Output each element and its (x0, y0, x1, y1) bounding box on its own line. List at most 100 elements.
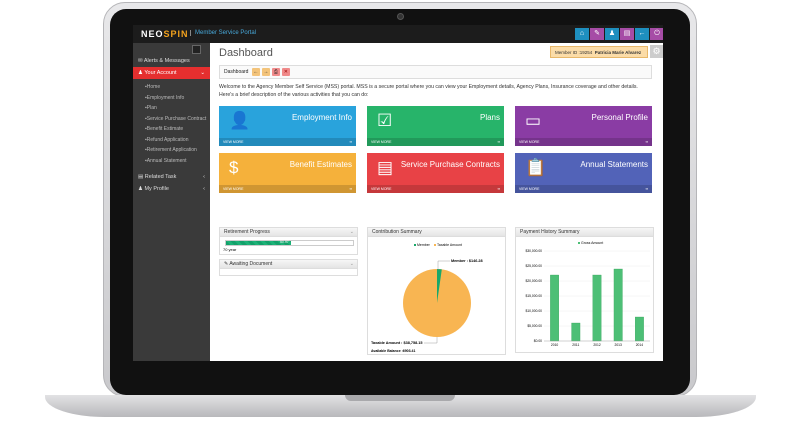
menu-icon: ▪ (145, 126, 147, 132)
member-badge: Member ID :19254 Patricia Marie Alvarez (550, 46, 648, 58)
legend-label: Gross Amount (581, 241, 603, 245)
tile-benefit-estimates[interactable]: $ Benefit Estimates VIEW MORE ➜ (219, 153, 356, 193)
progress-caption: 70 year (223, 247, 237, 252)
checkbox-icon: ☑ (377, 111, 393, 130)
progress-bar: 50.97 (225, 240, 354, 246)
user-button[interactable]: ♟ (605, 28, 619, 40)
menu-icon: ▪ (145, 136, 147, 143)
edit-button[interactable]: ✎ (590, 28, 604, 40)
panel-header: ✎ Awaiting Document ⌄ (220, 260, 357, 269)
page-title: Dashboard (219, 47, 273, 59)
logo: NEOSPIN (141, 29, 189, 39)
x-tick-label: 2010 (551, 343, 559, 347)
tile-employment-info[interactable]: 👤 Employment Info VIEW MORE ➜ (219, 106, 356, 146)
x-tick-label: 2012 (593, 343, 601, 347)
users-icon: ♟ (138, 186, 143, 192)
sidebar-item-my-profile[interactable]: ♟ My Profile ‹ (133, 183, 210, 195)
panel-header: Retirement Progress ⌄ (220, 228, 357, 237)
arrow-circle-icon: ➜ (349, 140, 352, 144)
camera (397, 13, 404, 20)
leader-line (437, 260, 450, 270)
sidebar-item-related-task[interactable]: ▤ Related Task ‹ (133, 171, 210, 183)
tile-plans[interactable]: ☑ Plans VIEW MORE ➜ (367, 106, 504, 146)
back-icon[interactable]: ← (251, 67, 260, 76)
sidebar-item-your-account[interactable]: ♟ Your Account ⌄ (133, 67, 210, 79)
user-icon: ♟ (138, 70, 143, 76)
sidebar-toggle[interactable] (192, 45, 201, 54)
legend-label: Taxable Amount (437, 243, 462, 247)
x-tick-label: 2011 (572, 343, 579, 347)
sidebar-subitem[interactable]: ▪Annual Statement (145, 157, 187, 164)
sidebar-item-label: My Profile (144, 186, 169, 192)
bar-2013[interactable] (613, 268, 623, 342)
menu-icon: ▪ (145, 147, 147, 153)
awaiting-document-panel: ✎ Awaiting Document ⌄ (219, 259, 358, 276)
list-icon: ▤ (138, 174, 144, 180)
portal-name: Member Service Portal (190, 30, 256, 36)
clipboard-button[interactable]: ▤ (620, 28, 634, 40)
employee-icon: 👤 (229, 111, 251, 130)
payment-history-panel: Payment History Summary Gross Amount $0.0… (515, 227, 654, 353)
x-tick-label: 2013 (615, 343, 623, 347)
sidebar-subitem[interactable]: ▪Plan (145, 105, 157, 111)
forward-icon[interactable]: → (261, 67, 270, 76)
bar-2012[interactable] (592, 274, 602, 342)
panel-header: Payment History Summary (516, 228, 653, 237)
sidebar-subitem[interactable]: ▪Service Purchase Contract (145, 115, 207, 122)
view-more-link[interactable]: VIEW MORE ➜ (219, 138, 356, 146)
logout-button[interactable]: ⏻ (650, 28, 663, 40)
close-icon[interactable]: ✕ (281, 67, 290, 76)
sidebar-item-label: Your Account (144, 70, 177, 76)
welcome-text: Welcome to the Agency Member Self Servic… (219, 84, 638, 98)
x-tick-label: 2014 (636, 343, 644, 347)
available-balance: Available Balance :6903.41 (371, 349, 415, 353)
sidebar-item-label: Alerts & Messages (143, 58, 190, 64)
tile-personal-profile[interactable]: ▭ Personal Profile VIEW MORE ➜ (515, 106, 652, 146)
menu-icon: ▪ (145, 94, 147, 101)
breadcrumb: Dashboard ← → ⎙ ✕ (219, 65, 652, 79)
sidebar-subitem[interactable]: ▪Refund Application (145, 136, 189, 143)
bar-2014[interactable] (635, 316, 644, 342)
chevron-down-icon[interactable]: ⌄ (349, 261, 354, 267)
y-tick-label: $5,000.00 (527, 324, 542, 328)
gear-icon[interactable]: ⚙ (650, 45, 663, 58)
member-label: Member : $146.28 (451, 259, 483, 263)
tile-annual-statements[interactable]: 📋 Annual Statements VIEW MORE ➜ (515, 153, 652, 193)
print-icon[interactable]: ⎙ (271, 67, 280, 76)
chevron-left-icon: ‹ (203, 186, 205, 192)
home-button[interactable]: ⌂ (575, 28, 589, 40)
tile-service-purchase-contracts[interactable]: ▤ Service Purchase Contracts VIEW MORE ➜ (367, 153, 504, 193)
view-more-link[interactable]: VIEW MORE ➜ (367, 138, 504, 146)
view-more-link[interactable]: VIEW MORE ➜ (367, 185, 504, 193)
y-tick-label: $30,000.00 (525, 249, 542, 253)
arrow-circle-icon: ➜ (645, 187, 648, 191)
back-button[interactable]: ← (635, 28, 649, 40)
view-more-link[interactable]: VIEW MORE ➜ (219, 185, 356, 193)
sidebar-item-alerts-messages[interactable]: ✉ Alerts & Messages (133, 55, 210, 67)
payment-history-chart: Gross Amount $0.00 $5,000.00 $10,000.00 $15,… (525, 241, 650, 347)
sidebar-subitem[interactable]: ▪Benefit Estimate (145, 126, 184, 132)
y-tick-label: $20,000.00 (525, 279, 542, 283)
sidebar-subitem[interactable]: ▪Retirement Application (145, 147, 197, 153)
sidebar-subitem[interactable]: ▪Employment Info (145, 94, 185, 101)
laptop-notch (345, 395, 455, 401)
legend-label: Member (417, 243, 431, 247)
legend-swatch (434, 244, 436, 246)
view-more-link[interactable]: VIEW MORE ➜ (515, 138, 652, 146)
chevron-left-icon: ‹ (203, 174, 205, 180)
view-more-link[interactable]: VIEW MORE ➜ (515, 185, 652, 193)
y-tick-label: $0.00 (534, 339, 542, 343)
bar-2010[interactable] (550, 274, 559, 342)
bar-2011[interactable] (571, 322, 581, 342)
clipboard-icon: 📋 (525, 158, 547, 177)
id-card-icon: ▭ (525, 111, 542, 130)
sidebar-subitem[interactable]: ▪Home (145, 84, 161, 90)
legend-swatch (578, 242, 580, 244)
sidebar: ✉ Alerts & Messages ♟ Your Account ⌄ ▤ Rela… (133, 43, 210, 361)
pie-slice-member[interactable] (437, 269, 442, 303)
retirement-progress-panel: Retirement Progress ⌄ 50.97 70 year (219, 227, 358, 255)
arrow-circle-icon: ➜ (349, 187, 352, 191)
chevron-down-icon[interactable]: ⌄ (349, 229, 354, 235)
arrow-circle-icon: ➜ (497, 140, 500, 144)
document-icon: ✎ (224, 261, 230, 267)
